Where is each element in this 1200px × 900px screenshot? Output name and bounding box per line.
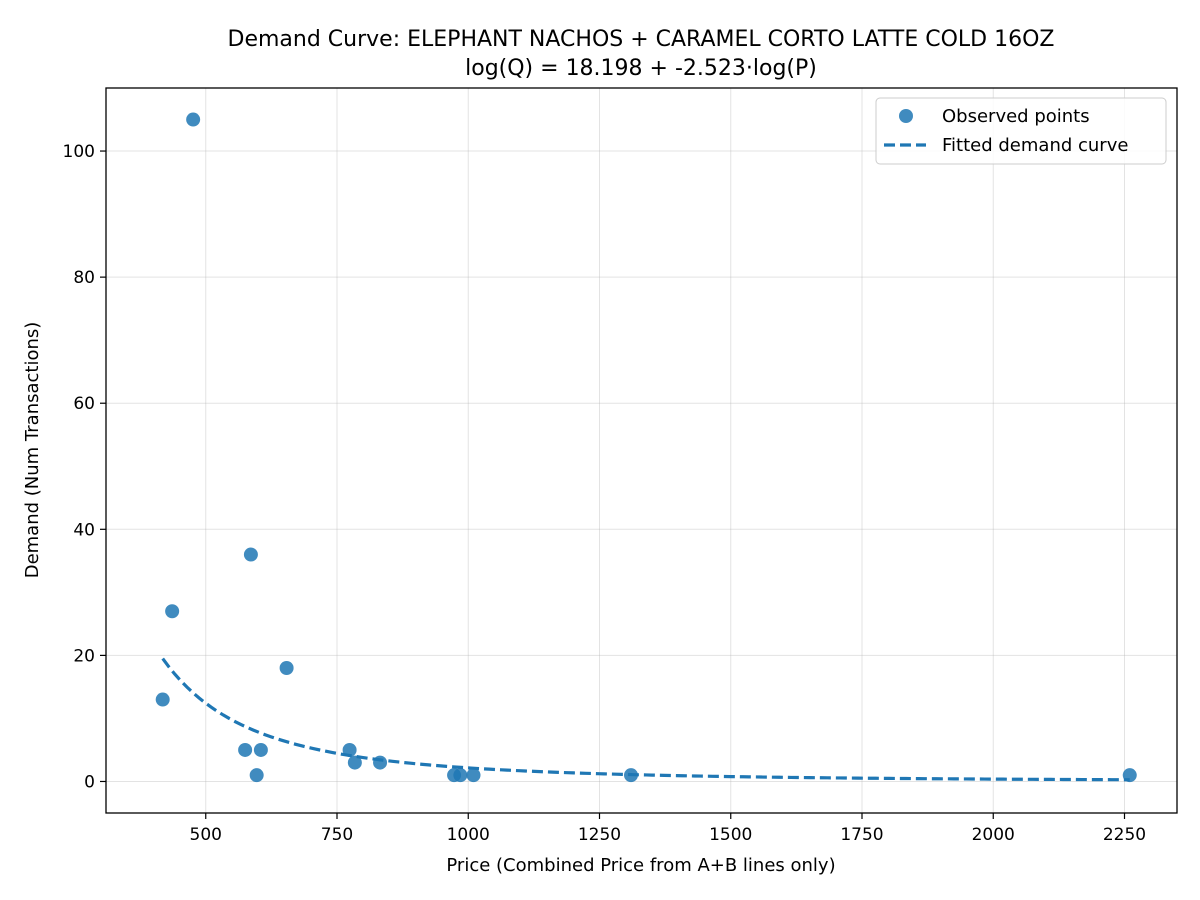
observed-point [466,768,481,783]
x-tick-label: 500 [190,825,222,845]
legend: Observed points Fitted demand curve [875,97,1167,165]
y-tick-label: 40 [73,520,95,540]
plot-area-frame [105,87,1178,814]
legend-box [875,97,1167,165]
x-tick-label: 2250 [1103,825,1146,845]
x-tick-label: 1500 [709,825,752,845]
y-tick-label: 100 [63,142,95,162]
x-tick-label: 1750 [840,825,883,845]
y-axis-ticks: 0 20 40 60 80 100 [63,142,106,792]
legend-marker-observed [899,109,913,123]
observed-point [186,112,201,127]
y-tick-label: 20 [73,646,95,666]
observed-point [238,742,253,757]
y-axis-label: Demand (Num Transactions) [22,322,43,579]
x-tick-label: 750 [321,825,353,845]
observed-points-layer [155,112,1137,783]
observed-point [1122,768,1137,783]
chart-title: Demand Curve: ELEPHANT NACHOS + CARAMEL … [228,27,1055,52]
x-tick-label: 1250 [578,825,621,845]
x-tick-label: 1000 [447,825,490,845]
chart-subtitle: log(Q) = 18.198 + -2.523·log(P) [465,56,817,81]
x-axis-ticks: 500 750 1000 1250 1500 1750 2000 2250 [190,813,1146,845]
observed-point [624,768,638,783]
observed-point [249,768,264,783]
legend-label-observed: Observed points [942,106,1090,127]
grid-lines [106,88,1177,813]
y-tick-label: 60 [73,394,95,414]
observed-point [342,742,357,757]
y-tick-label: 80 [73,268,95,288]
x-axis-label: Price (Combined Price from A+B lines onl… [446,855,835,876]
observed-point [155,692,170,707]
fitted-curve-layer [161,657,1130,782]
observed-point [243,547,258,562]
observed-point [279,661,294,675]
observed-point [253,742,268,757]
y-tick-label: 0 [84,772,95,792]
observed-point [347,755,362,770]
legend-label-fitted: Fitted demand curve [942,135,1128,156]
x-tick-label: 2000 [972,825,1015,845]
fitted-demand-curve [161,657,1130,782]
observed-point [453,768,468,783]
observed-point [165,604,180,619]
observed-point [373,755,388,770]
